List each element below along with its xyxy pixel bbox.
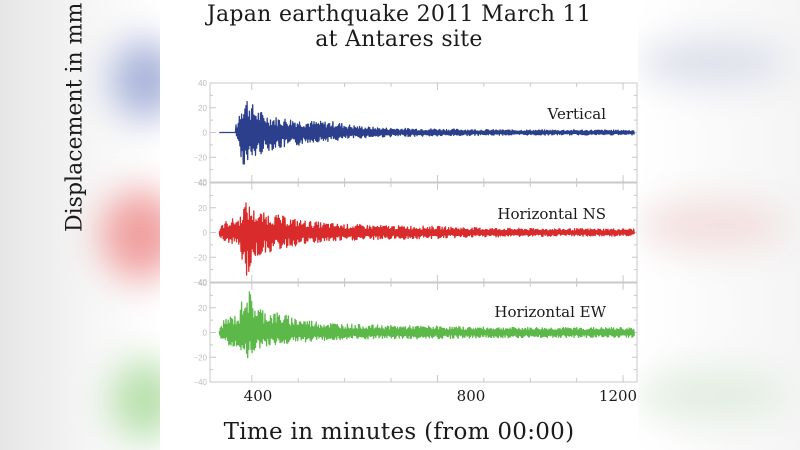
- x-tick-1200: 1200: [598, 387, 638, 405]
- blur-blob-blue: [110, 40, 160, 120]
- y-tick-label: −20: [193, 253, 207, 262]
- blur-blob-green: [110, 360, 160, 440]
- y-tick-label: 20: [198, 204, 207, 213]
- y-tick-label: 40: [198, 179, 207, 188]
- blur-blob-blue: [638, 40, 788, 85]
- background-blur-left: [0, 0, 160, 450]
- y-tick-label: −40: [193, 378, 207, 387]
- background-blur-right: [638, 0, 800, 450]
- y-axis-label: Displacement in mm: [62, 2, 88, 232]
- y-tick-label: −40: [193, 278, 207, 287]
- y-tick-label: 0: [203, 129, 208, 138]
- x-tick-800: 800: [456, 387, 486, 405]
- y-tick-label: −40: [193, 178, 207, 187]
- y-tick-label: −20: [193, 153, 207, 162]
- blur-blob-green: [638, 370, 788, 420]
- y-tick-label: −20: [193, 353, 207, 362]
- chart-figure: Japan earthquake 2011 March 11 at Antare…: [62, 0, 638, 450]
- blur-blob-red: [100, 190, 160, 280]
- x-tick-400: 400: [243, 387, 273, 405]
- waveform-vertical: [219, 100, 635, 165]
- waveform-horizontal-ns: [218, 202, 635, 276]
- chart-title-line1: Japan earthquake 2011 March 11: [206, 2, 592, 27]
- y-tick-label: 20: [198, 304, 207, 313]
- waveform-horizontal-ew: [218, 291, 635, 359]
- y-tick-label: 40: [198, 279, 207, 288]
- blur-blob-red: [638, 200, 788, 250]
- series-label-horizontal-ns: Horizontal NS: [497, 205, 606, 223]
- series-label-horizontal-ew: Horizontal EW: [494, 303, 606, 321]
- chart-title-line2: at Antares site: [315, 27, 483, 52]
- y-tick-label: 0: [203, 329, 208, 338]
- y-tick-label: 40: [198, 79, 207, 88]
- series-label-vertical: Vertical: [547, 105, 606, 123]
- y-tick-label: 20: [198, 104, 207, 113]
- x-axis-label: Time in minutes (from 00:00): [223, 419, 575, 445]
- y-tick-label: 0: [203, 229, 208, 238]
